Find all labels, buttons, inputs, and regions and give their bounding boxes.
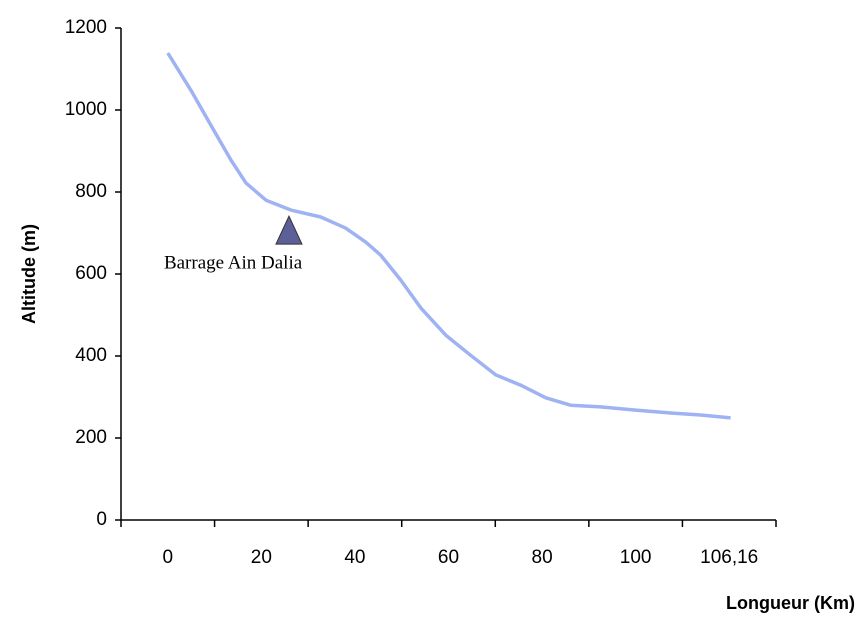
y-tick-label: 800 — [75, 181, 107, 202]
dam-marker — [275, 214, 303, 245]
x-tick-label: 100 — [620, 547, 652, 568]
x-tick-label: 60 — [438, 547, 459, 568]
annotation: Barrage Ain Dalia — [164, 252, 303, 273]
x-tick-label: 80 — [532, 547, 553, 568]
line — [166, 52, 731, 420]
x-tick-label: 40 — [344, 547, 365, 568]
y-tick-label: 200 — [75, 427, 107, 448]
y-axis-label: Altitude (m) — [19, 224, 39, 324]
y-tick-label: 1200 — [65, 17, 107, 38]
x-tick-label: 106,16 — [700, 547, 758, 568]
y-tick-label: 1000 — [65, 99, 107, 120]
x-tick-label: 0 — [162, 547, 173, 568]
x-tick-label: 20 — [251, 547, 272, 568]
x-axis-label: Longueur (Km) — [726, 593, 855, 613]
y-tick-label: 400 — [75, 345, 107, 366]
y-tick-label: 600 — [75, 263, 107, 284]
y-tick-label: 0 — [96, 509, 107, 530]
